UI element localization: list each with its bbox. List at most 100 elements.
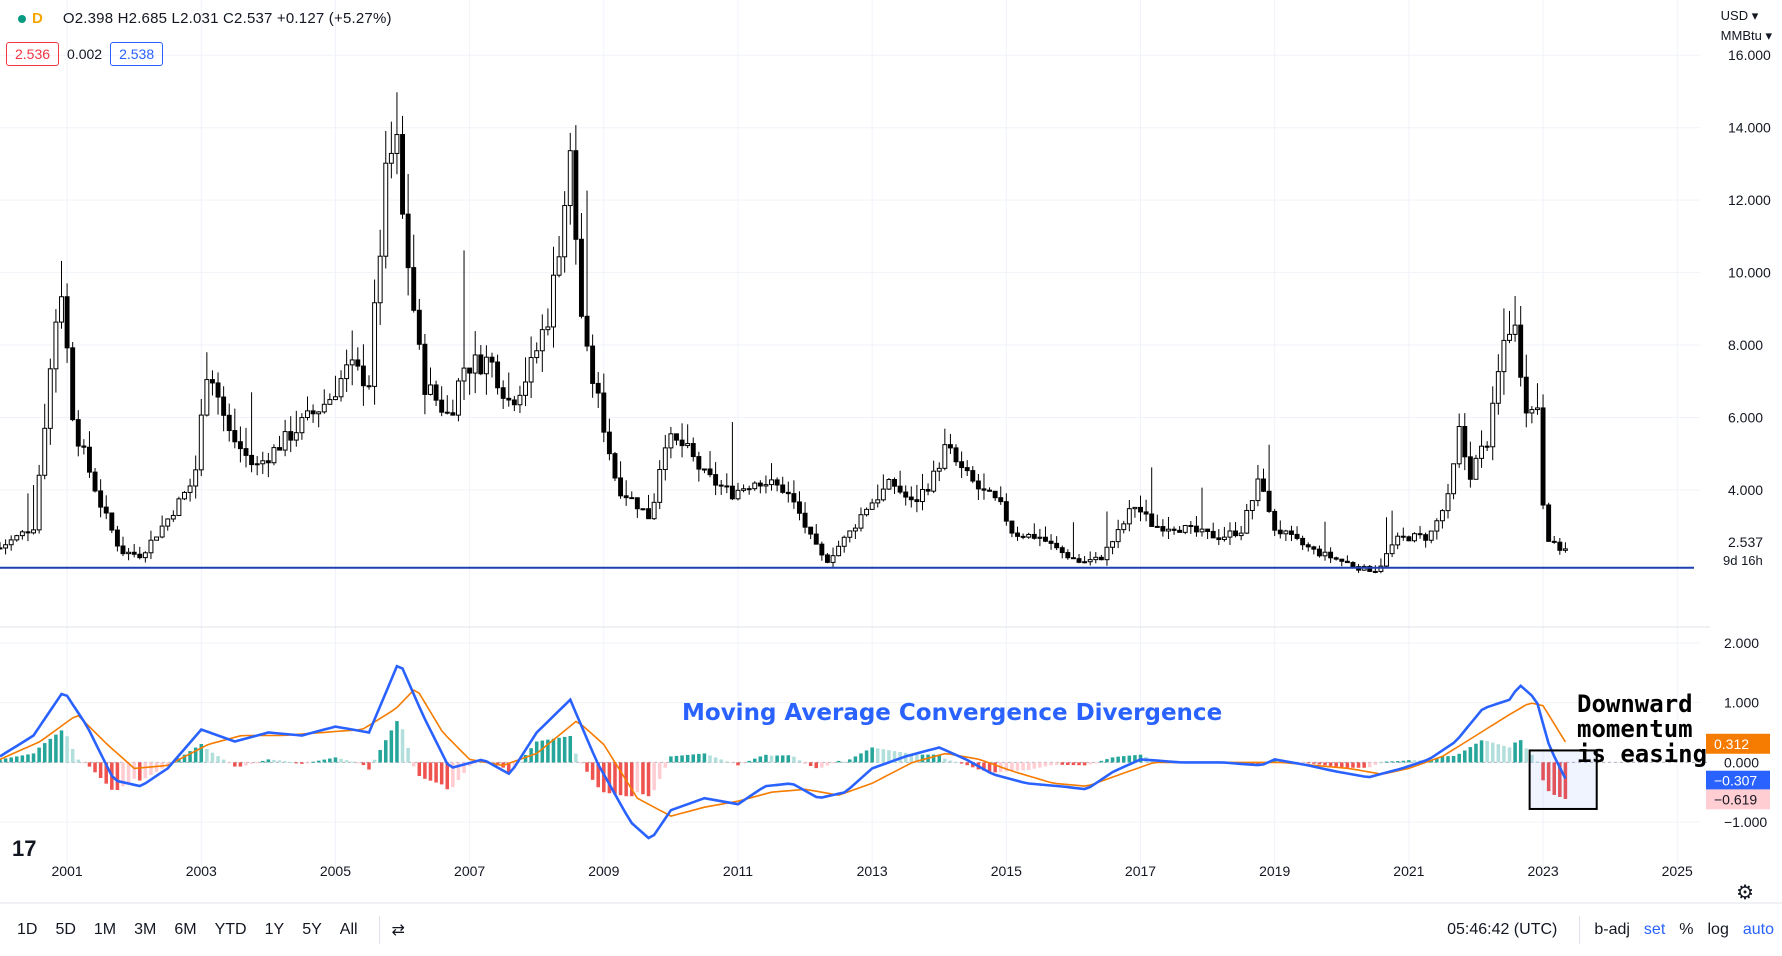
candle-body [1249,500,1255,511]
macd-histogram-bar [775,755,779,763]
macd-histogram-bar [1082,762,1087,766]
candle-body [892,479,897,487]
macd-histogram-bar [445,762,450,790]
timeframe-1m[interactable]: 1M [93,921,117,938]
chart-area[interactable]: 16.000 14.000 12.000 10.000 8.000 6.000 4.000 2… [0,0,1782,904]
macd-histogram-bar [1116,756,1120,763]
macd-histogram-bar [384,740,388,763]
macd-histogram-bar [132,762,136,779]
candle-body [875,499,881,504]
candle-body [1484,445,1490,448]
macd-histogram-bar [1496,744,1501,763]
macd-histogram-bar [680,755,684,763]
candle-body [981,488,987,491]
timeframe-6m[interactable]: 6M [174,921,197,938]
macd-histogram-bar [149,762,153,776]
candle-body [1015,532,1020,537]
candle-body [925,488,931,492]
macd-line [0,664,1567,840]
currency-selector[interactable]: USD ▾ MMBtu ▾ [1721,6,1772,46]
macd-histogram-bar [859,753,863,763]
macd-histogram-bar [182,754,187,763]
macd-histogram-bar [1300,762,1305,764]
currency-label[interactable]: USD [1720,8,1749,23]
percent-toggle[interactable]: % [1679,921,1694,938]
candle-body [785,491,791,495]
candle-body [1070,557,1076,560]
candle-body [1518,324,1524,378]
ohlc-readout: O2.398 H2.685 L2.031 C2.537 +0.127 (+5.2… [62,10,392,27]
candle-body [752,482,758,490]
utc-clock[interactable]: 05:46:42 (UTC) [1447,921,1558,938]
macd-histogram-bar [210,752,215,763]
timeframe-3m[interactable]: 3M [134,921,157,938]
macd-histogram-bar [814,762,819,769]
b-adj-toggle[interactable]: b-adj [1594,921,1630,938]
candle-body [942,444,948,469]
time-tick-label: 2021 [1393,863,1424,879]
unit-label[interactable]: MMBtu [1720,28,1762,43]
signal-value-tag: 0.312 [1714,736,1749,752]
candle-body [1031,533,1037,539]
timeframe-ytd[interactable]: YTD [214,921,247,938]
macd-histogram-bar [613,762,617,795]
macd-histogram-bar [853,756,858,763]
candle-body [802,512,808,528]
macd-histogram-bar [764,754,768,763]
candle-body [947,444,953,449]
candle-body [81,445,87,448]
macd-histogram-bar [255,762,259,764]
candle-body [1434,520,1440,532]
macd-histogram-bar [1367,762,1372,768]
candle-body [970,470,976,482]
macd-histogram-bar [1306,762,1310,764]
timeframe-all[interactable]: All [339,921,358,938]
candle-body [1193,525,1199,533]
timeframe-1d[interactable]: 1D [17,921,38,938]
candle-body [998,497,1004,503]
timeframe-1y[interactable]: 1Y [264,921,285,938]
candle-body [936,467,942,472]
candle-body [126,551,132,555]
candle-body [1177,529,1183,533]
candle-body [1311,546,1317,550]
date-range-icon[interactable]: ⇄ [391,922,405,939]
macd-histogram-bar [322,759,327,763]
candle-body [651,501,657,520]
macd-histogram-bar [1446,756,1450,763]
candle-body [1143,511,1149,515]
interval-label[interactable]: D [32,10,43,27]
candle-body [327,399,333,405]
candle-body [1423,534,1429,541]
macd-histogram-bar [1071,762,1076,766]
candle-body [987,489,993,492]
candle-body [1350,562,1356,568]
macd-histogram-bar [48,738,53,763]
candle-body [215,382,221,398]
toolbar-divider [378,916,380,944]
auto-toggle[interactable]: auto [1742,921,1774,938]
macd-histogram-bar [143,762,148,779]
macd-histogram-bar [870,747,874,763]
timeframe-5y[interactable]: 5Y [302,921,322,938]
macd-histogram-bar [786,755,791,763]
macd-histogram-bar [1334,762,1338,767]
macd-histogram-bar [1312,762,1316,764]
macd-histogram-bar [725,761,729,763]
macd-histogram-bar [266,759,271,763]
tradingview-logo[interactable]: 17 [12,836,37,861]
macd-histogram-bar [283,761,287,763]
macd-histogram-bar [121,762,125,787]
set-toggle[interactable]: set [1643,921,1666,938]
log-toggle[interactable]: log [1707,921,1729,938]
candle-body [735,489,741,500]
settings-gear-icon[interactable]: ⚙ [1736,882,1754,904]
macd-histogram-bar [288,762,293,764]
macd-histogram-bar [982,762,986,771]
candle-body [265,460,271,464]
candle-body [897,485,903,493]
macd-histogram-bar [702,753,707,763]
candle-body [1043,536,1048,542]
timeframe-5d[interactable]: 5D [55,921,76,938]
candle-body [841,536,847,547]
